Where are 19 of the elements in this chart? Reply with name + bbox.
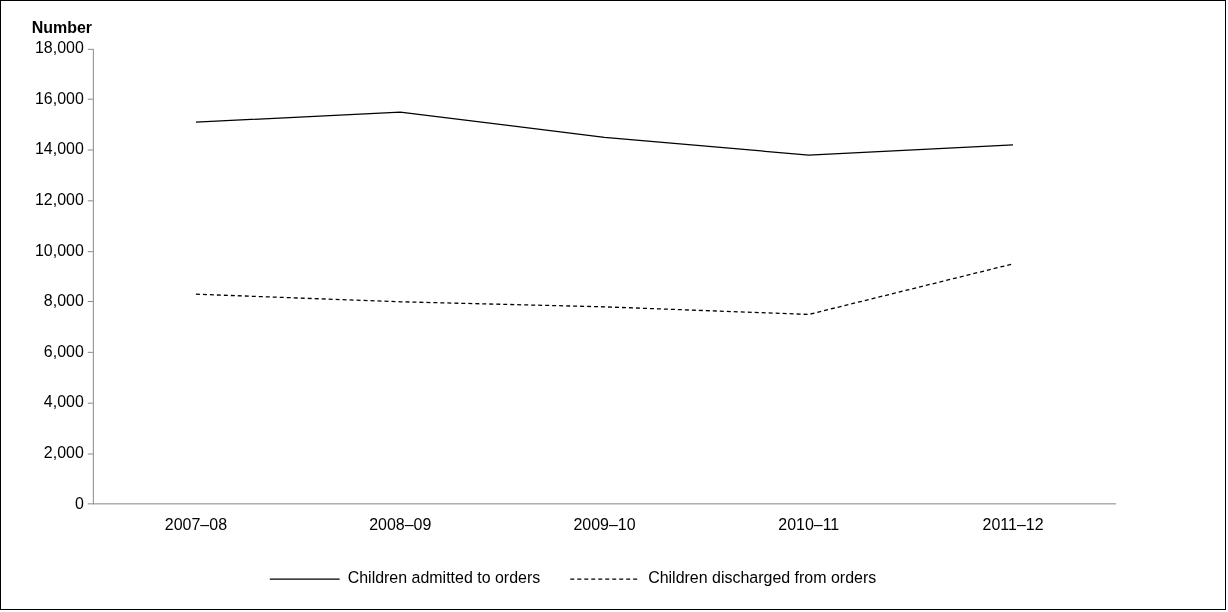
- x-tick-label: 2007–08: [164, 516, 228, 534]
- line-series: [195, 263, 1014, 316]
- y-tick-label: 10,000: [34, 241, 84, 259]
- y-tick-label: 4,000: [43, 393, 84, 411]
- y-tick-label: 2,000: [43, 443, 84, 461]
- x-tick-label: 2010–11: [778, 516, 840, 534]
- x-tick-label: 2009–10: [573, 516, 636, 534]
- legend-label: Children discharged from orders: [648, 569, 877, 587]
- legend-label: Children admitted to orders: [347, 569, 541, 587]
- x-tick-label: 2011–12: [982, 516, 1044, 534]
- y-tick-label: 6,000: [43, 342, 84, 360]
- y-tick-label: 0: [74, 494, 84, 512]
- y-tick-label: 8,000: [43, 292, 84, 310]
- x-tick-label: 2008–09: [369, 516, 432, 534]
- y-axis-title: Number: [31, 19, 92, 37]
- y-tick-label: 14,000: [34, 140, 84, 158]
- y-tick-label: 18,000: [34, 39, 84, 57]
- y-tick-label: 16,000: [34, 89, 84, 107]
- y-tick-label: 12,000: [34, 191, 84, 208]
